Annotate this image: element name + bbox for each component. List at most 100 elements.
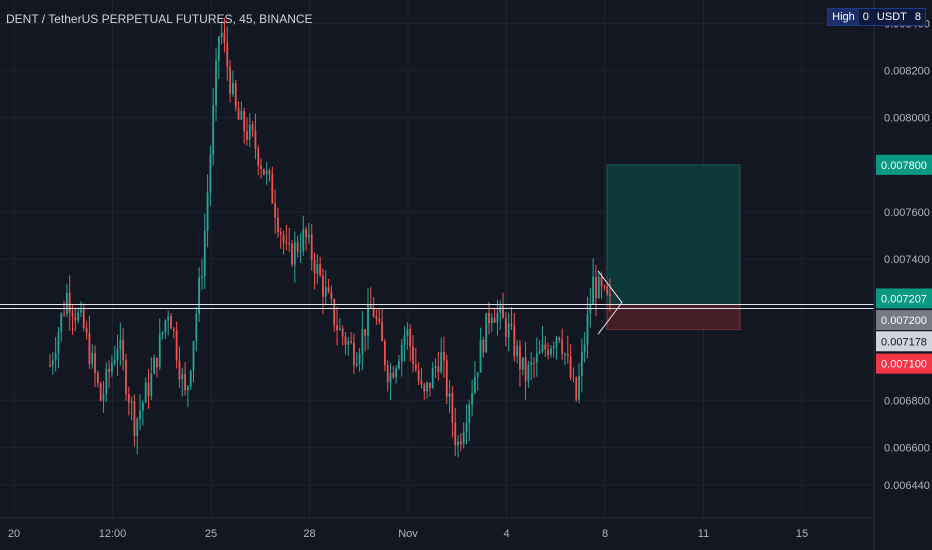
candle-body xyxy=(158,334,161,368)
candle-body xyxy=(65,292,68,314)
candle-body xyxy=(251,124,254,131)
candle-body xyxy=(262,168,265,175)
candle-body xyxy=(558,337,561,340)
candle-body xyxy=(91,353,94,365)
candle-body xyxy=(77,312,80,321)
candle-body xyxy=(265,170,268,175)
candle-body xyxy=(454,422,457,446)
candle-body xyxy=(223,32,226,43)
candle-body xyxy=(186,386,189,391)
candle-body xyxy=(184,374,186,391)
candle-body xyxy=(499,305,502,313)
hud-label: High xyxy=(828,9,859,25)
candle-body xyxy=(153,357,156,374)
candle-body xyxy=(564,353,566,355)
candle-body xyxy=(85,327,88,333)
candle-body xyxy=(409,329,412,347)
candle-body xyxy=(400,344,403,362)
candle-body xyxy=(206,192,209,231)
candle-body xyxy=(49,364,51,366)
candle-body xyxy=(144,382,147,403)
triangle-outline xyxy=(597,270,623,335)
candle-body xyxy=(181,374,184,380)
candle-body xyxy=(372,308,375,317)
candle-body xyxy=(277,217,279,233)
candle-body xyxy=(428,382,431,389)
candle-body xyxy=(237,107,240,120)
candle-body xyxy=(82,309,85,328)
candle-body xyxy=(426,382,428,392)
candle-body xyxy=(448,393,451,397)
candle-body xyxy=(504,317,507,337)
candle-body xyxy=(57,332,60,354)
price-label-box xyxy=(876,331,932,352)
candle-body xyxy=(569,356,572,378)
candle-body xyxy=(592,276,595,305)
candle-body xyxy=(440,352,443,373)
candle-body xyxy=(139,410,141,419)
price-label-box xyxy=(876,310,932,331)
candle-body xyxy=(496,312,499,323)
candle-body xyxy=(105,368,108,394)
candle-body xyxy=(434,366,437,368)
candle-body xyxy=(74,316,77,321)
candle-body xyxy=(347,341,350,345)
price-label: 0.007200 xyxy=(881,315,927,327)
candle-body xyxy=(600,276,603,287)
candle-body xyxy=(189,370,192,387)
candle-body xyxy=(451,393,454,423)
x-tick-label: Nov xyxy=(398,528,418,540)
candle-body xyxy=(279,232,282,235)
candle-body xyxy=(476,372,479,377)
candle-body xyxy=(99,383,102,401)
candle-body xyxy=(125,360,127,395)
horizontal-lines xyxy=(0,303,874,309)
candle-body xyxy=(465,423,468,433)
candle-body xyxy=(482,340,485,353)
candle-body xyxy=(324,287,327,297)
candle-body xyxy=(248,124,251,140)
candle-body xyxy=(516,346,519,356)
candle-body xyxy=(302,229,305,251)
candle-body xyxy=(254,130,257,149)
candle-body xyxy=(341,328,344,337)
x-tick-label: 25 xyxy=(205,528,217,540)
candle-body xyxy=(572,377,575,379)
candle-body xyxy=(383,341,386,366)
candle-body xyxy=(344,336,347,345)
candle-body xyxy=(229,67,232,94)
hud-extra: 8 xyxy=(914,11,921,23)
candle-body xyxy=(609,293,611,297)
candle-body xyxy=(412,346,414,365)
candle-body xyxy=(167,316,170,321)
candle-body xyxy=(524,357,527,382)
candle-body xyxy=(172,328,175,331)
candle-body xyxy=(389,372,392,383)
target-zone xyxy=(606,164,741,305)
candle-body xyxy=(406,329,409,336)
candle-body xyxy=(580,351,583,376)
price-label: 0.007207 xyxy=(881,293,927,305)
candle-body xyxy=(271,173,274,204)
candle-body xyxy=(88,332,91,365)
candle-body xyxy=(203,230,206,277)
candle-body xyxy=(566,353,569,357)
candle-body xyxy=(122,340,125,361)
candle-body xyxy=(578,375,580,400)
candle-body xyxy=(133,401,136,436)
candle-body xyxy=(80,309,82,313)
candle-body xyxy=(243,111,246,132)
price-label-box xyxy=(876,154,932,175)
candle-body xyxy=(355,363,358,366)
candle-body xyxy=(156,357,158,368)
candle-body xyxy=(285,242,288,244)
candle-body xyxy=(305,229,307,238)
candles xyxy=(49,18,611,458)
candle-body xyxy=(417,370,420,381)
candle-body xyxy=(240,111,243,120)
candle-body xyxy=(603,286,606,288)
candle-body xyxy=(192,341,195,371)
price-label: 0.007100 xyxy=(881,359,927,371)
candle-body xyxy=(198,277,201,314)
candle-body xyxy=(147,382,150,396)
